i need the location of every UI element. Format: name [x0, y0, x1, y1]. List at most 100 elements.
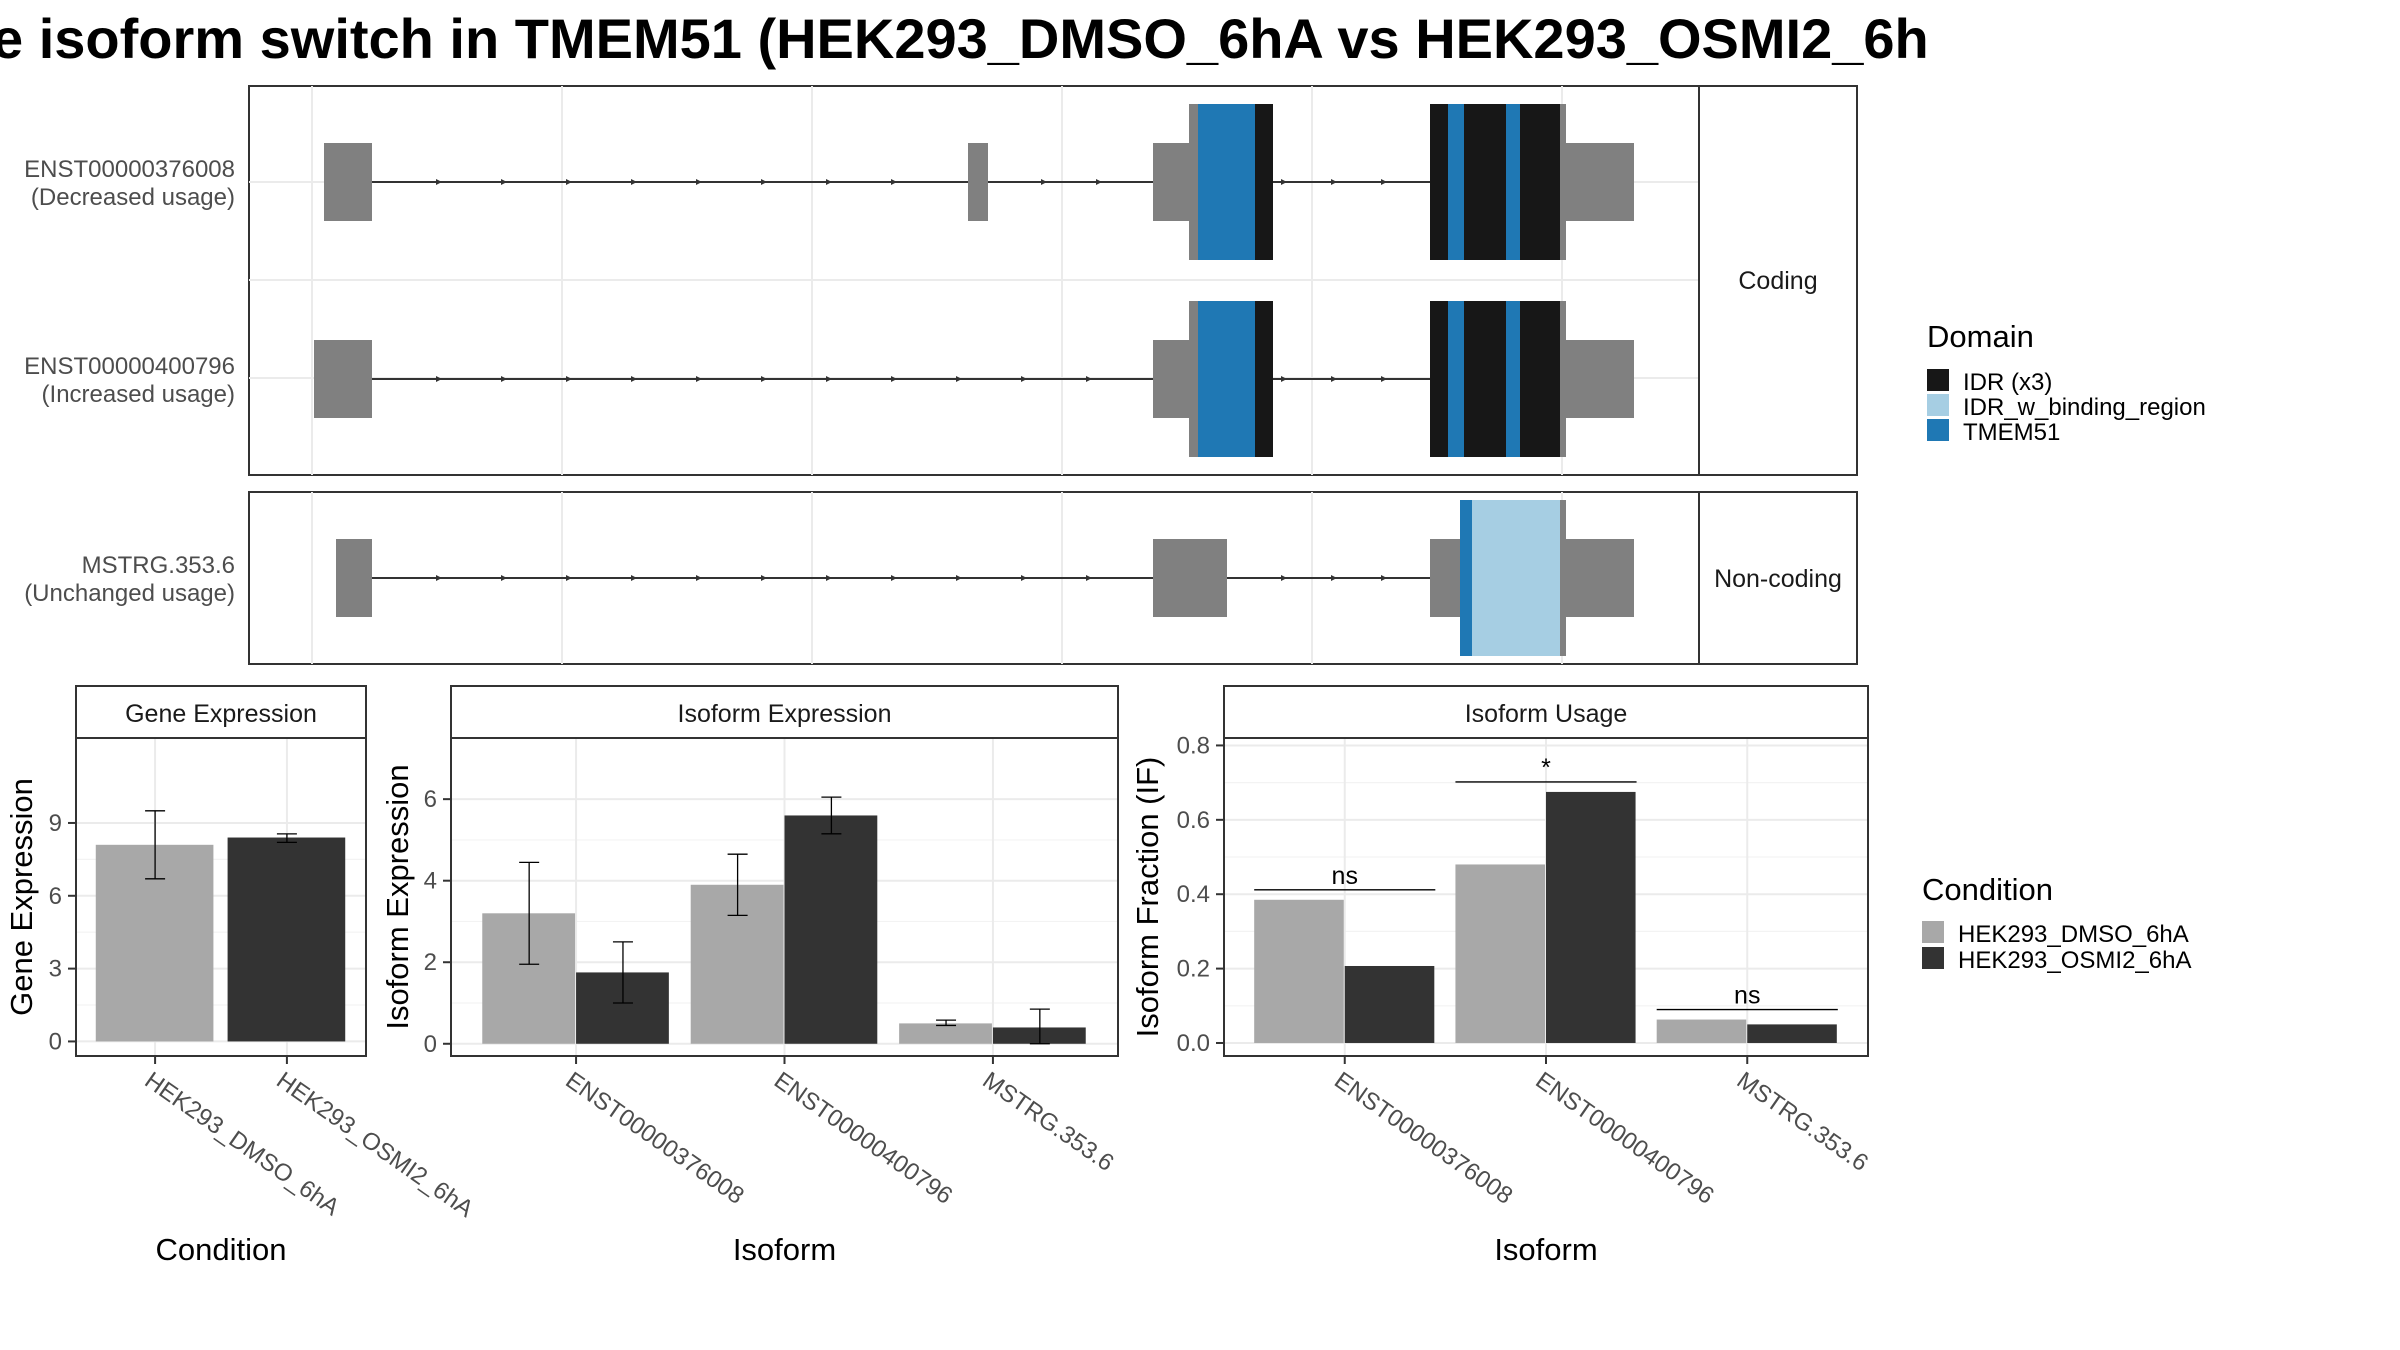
exon-utr — [1153, 143, 1189, 221]
domain-tmem51 — [1198, 301, 1255, 457]
legend-label-dmso: HEK293_DMSO_6hA — [1958, 921, 2189, 948]
significance-label: ns — [1332, 862, 1358, 890]
domain-idr — [1255, 301, 1273, 457]
legend-label-tmem51: TMEM51 — [1963, 419, 2060, 446]
facet-title: Gene Expression — [125, 700, 317, 728]
x-tick-label: ENST00000376008 — [1329, 1067, 1517, 1210]
y-axis-title: Isoform Expression — [380, 764, 415, 1029]
x-tick-label: MSTRG.353.6 — [1732, 1067, 1873, 1177]
y-tick-label: 0 — [424, 1031, 437, 1058]
isoform-label-3-usage: (Unchanged usage) — [24, 580, 235, 607]
isoform-label-2-id: ENST00000400796 — [24, 353, 235, 380]
y-axis-title: Gene Expression — [4, 778, 39, 1016]
bar — [1656, 1019, 1747, 1043]
y-tick-label: 0.8 — [1177, 732, 1210, 759]
transcript-enst00000376008 — [324, 104, 1634, 260]
facet-strip — [1223, 685, 1869, 739]
figure-title: e isoform switch in TMEM51 (HEK293_DMSO_… — [0, 7, 1929, 70]
x-tick-label: ENST00000376008 — [561, 1067, 749, 1210]
exon-utr — [1153, 340, 1189, 418]
exon — [336, 539, 372, 617]
bar — [1546, 791, 1636, 1043]
domain-tmem51 — [1198, 104, 1255, 260]
strip-label-coding: Coding — [1738, 267, 1817, 295]
intron-arrows — [436, 179, 1437, 185]
strip-coding: Coding — [1698, 85, 1858, 476]
bar — [1455, 864, 1545, 1043]
y-tick-label: 2 — [424, 949, 437, 976]
x-tick-label: MSTRG.353.6 — [977, 1067, 1118, 1177]
isoform-labels: ENST00000376008 (Decreased usage) ENST00… — [24, 156, 235, 607]
domain-idr-binding — [1472, 500, 1560, 656]
bar — [1344, 965, 1435, 1043]
y-tick-label: 3 — [49, 956, 62, 983]
exon — [1430, 539, 1460, 617]
isoform-label-1-id: ENST00000376008 — [24, 156, 235, 183]
strip-label-noncoding: Non-coding — [1714, 565, 1842, 593]
x-tick-label: ENST00000400796 — [1531, 1067, 1719, 1210]
bar — [1747, 1024, 1837, 1043]
isoform-label-3-id: MSTRG.353.6 — [82, 552, 235, 579]
exon-utr — [968, 143, 988, 221]
isoform-label-2-usage: (Increased usage) — [42, 381, 235, 408]
bar — [1254, 899, 1344, 1043]
legend-label-idr-binding: IDR_w_binding_region — [1963, 394, 2206, 421]
legend-domain-title: Domain — [1927, 319, 2034, 354]
y-tick-label: 0.2 — [1177, 956, 1210, 983]
y-tick-label: 0.4 — [1177, 881, 1210, 908]
legend-key-dmso — [1922, 921, 1944, 943]
structure-panel-coding — [248, 85, 1700, 476]
significance-label: * — [1541, 754, 1551, 782]
facet-title: Isoform Usage — [1465, 700, 1628, 728]
strip-noncoding: Non-coding — [1698, 491, 1858, 665]
facet-strip — [75, 685, 367, 739]
bar — [784, 815, 878, 1044]
legend-condition-title: Condition — [1922, 872, 2053, 907]
legend-key-tmem51 — [1927, 419, 1949, 441]
bar — [899, 1023, 992, 1044]
y-tick-label: 0 — [49, 1028, 62, 1055]
legend-key-idr-binding — [1927, 394, 1949, 416]
transcript-mstrg-353-6 — [336, 500, 1634, 656]
facet-title: Isoform Expression — [678, 700, 892, 728]
legend-domain: Domain IDR (x3) IDR_w_binding_region TME… — [1927, 319, 2206, 446]
exon — [1153, 539, 1227, 617]
transcript-enst00000400796 — [314, 301, 1634, 457]
y-tick-label: 4 — [424, 868, 437, 895]
domain-tmem51 — [1448, 301, 1464, 457]
x-tick-label: ENST00000400796 — [769, 1067, 957, 1210]
x-axis-title: Isoform — [1494, 1232, 1597, 1267]
exon — [1566, 539, 1634, 617]
bar-chart-3: ns * ns Isoform Usage 0.0 0.2 0.4 0.6 0.8 ENST000… — [1130, 685, 1873, 1267]
legend-label-osmi2: HEK293_OSMI2_6hA — [1958, 947, 2191, 974]
bar-chart-2: Isoform Expression 0 2 4 6 ENST00000376008 ENS… — [380, 685, 1119, 1267]
y-tick-label: 9 — [49, 810, 62, 837]
exon-utr — [324, 143, 372, 221]
exon-utr — [314, 340, 372, 418]
legend-label-idr: IDR (x3) — [1963, 369, 2052, 396]
legend-key-osmi2 — [1922, 947, 1944, 969]
facet-strip — [450, 685, 1119, 739]
domain-idr — [1255, 104, 1273, 260]
domain-tmem51 — [1460, 500, 1472, 656]
y-axis-title: Isoform Fraction (IF) — [1130, 757, 1165, 1038]
exon-utr — [1566, 143, 1634, 221]
domain-tmem51 — [1506, 104, 1520, 260]
legend-condition: Condition HEK293_DMSO_6hA HEK293_OSMI2_6… — [1922, 872, 2191, 974]
domain-tmem51 — [1448, 104, 1464, 260]
isoform-label-1-usage: (Decreased usage) — [31, 184, 235, 211]
significance-label: ns — [1734, 982, 1760, 1010]
y-tick-label: 6 — [49, 883, 62, 910]
bar-chart-1: Gene Expression0369HEK293_DMSO_6hAHEK293… — [4, 685, 478, 1267]
bar — [227, 837, 346, 1042]
x-axis-title: Condition — [156, 1232, 287, 1267]
structure-panel-noncoding — [248, 491, 1700, 665]
domain-tmem51 — [1506, 301, 1520, 457]
y-tick-label: 0.0 — [1177, 1030, 1210, 1057]
x-axis-title: Isoform — [733, 1232, 836, 1267]
bar-charts: Gene Expression0369HEK293_DMSO_6hAHEK293… — [4, 685, 1873, 1267]
y-tick-label: 0.6 — [1177, 807, 1210, 834]
exon-utr — [1566, 340, 1634, 418]
intron-arrows — [436, 575, 1387, 581]
